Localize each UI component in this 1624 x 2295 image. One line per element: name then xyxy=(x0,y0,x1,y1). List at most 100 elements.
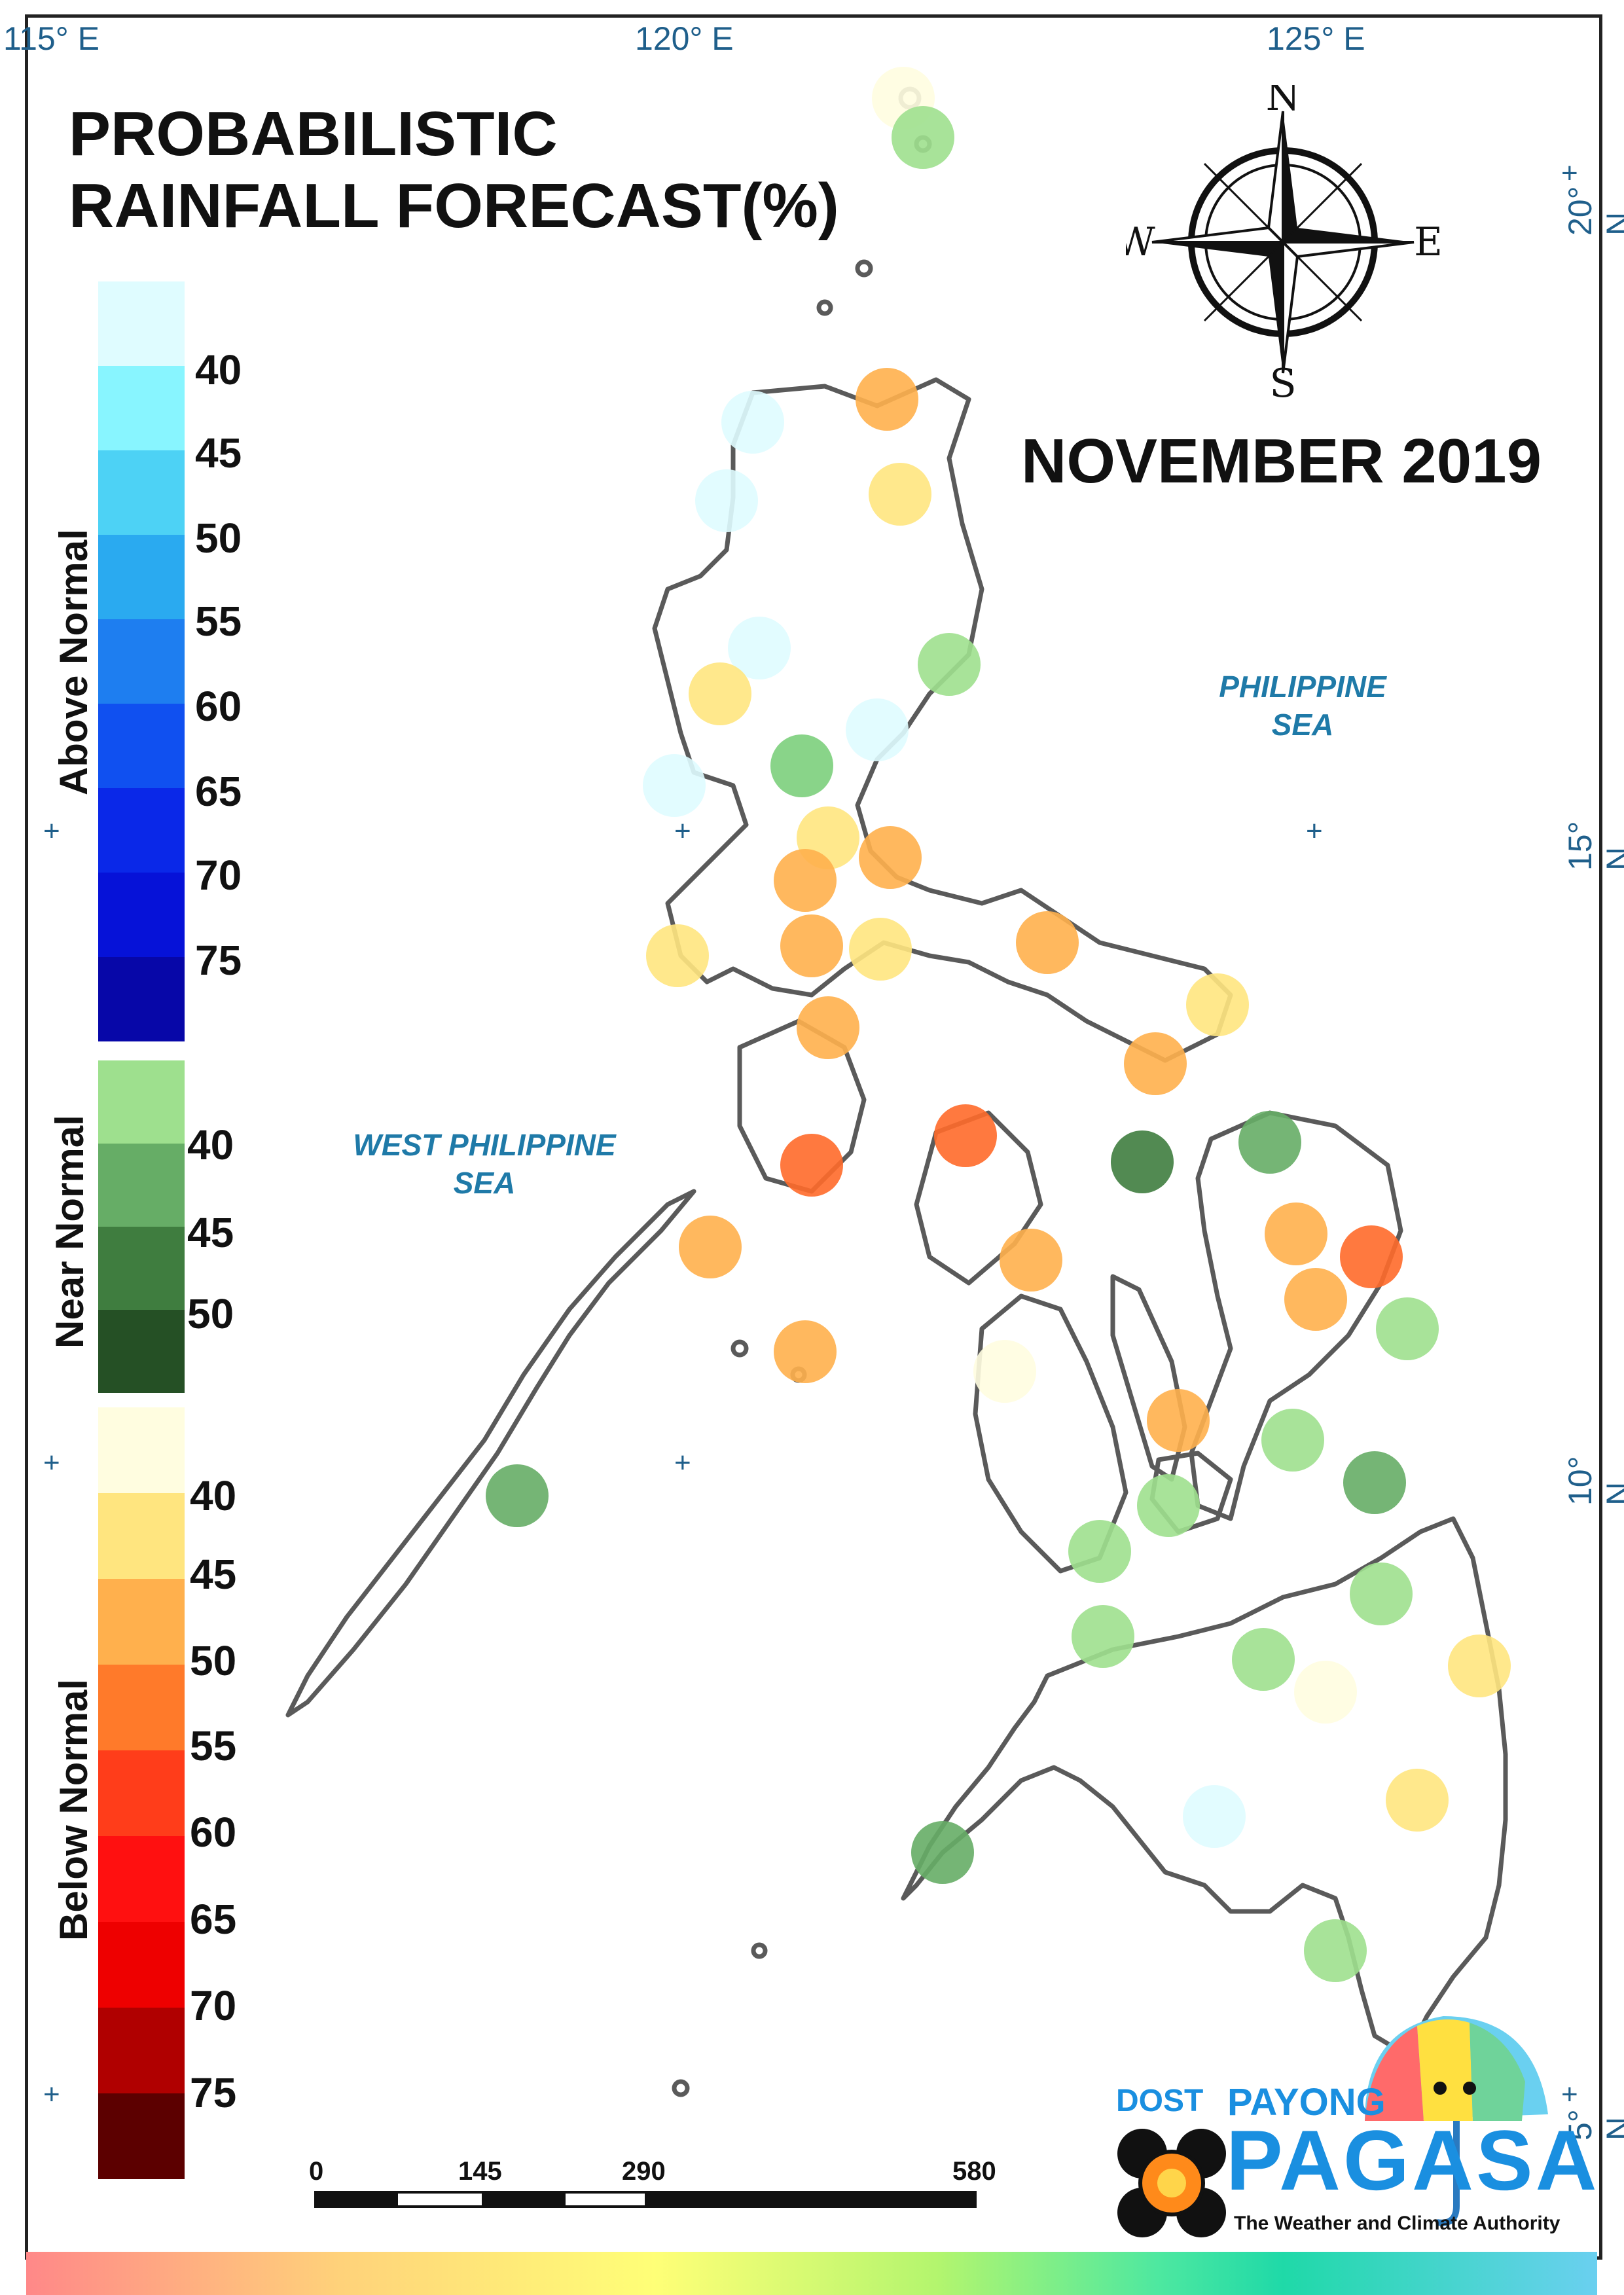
forecast-station-marker[interactable] xyxy=(1072,1605,1134,1668)
forecast-station-marker[interactable] xyxy=(679,1216,742,1278)
forecast-station-marker[interactable] xyxy=(918,633,981,696)
scale-bar xyxy=(314,2191,977,2208)
dost-label: DOST xyxy=(1116,2084,1204,2118)
legend-tick-above: 65 xyxy=(195,768,242,815)
legend-color-swatch xyxy=(98,535,185,619)
forecast-station-marker[interactable] xyxy=(695,469,758,532)
grid-cross: + xyxy=(1561,2078,1578,2110)
scale-label: 580 xyxy=(952,2157,996,2186)
forecast-station-marker[interactable] xyxy=(1147,1389,1210,1452)
forecast-station-marker[interactable] xyxy=(643,754,706,817)
forecast-station-marker[interactable] xyxy=(770,734,833,797)
legend-tick-below: 75 xyxy=(190,2069,237,2116)
compass-w: W xyxy=(1126,219,1155,265)
forecast-station-marker[interactable] xyxy=(1350,1563,1413,1625)
label-west-philippine-sea: WEST PHILIPPINE SEA xyxy=(314,1126,655,1202)
forecast-station-marker[interactable] xyxy=(1343,1451,1406,1514)
grid-cross: + xyxy=(674,815,691,847)
legend-tick-below: 60 xyxy=(190,1809,237,1856)
legend-tick-near: 40 xyxy=(187,1121,234,1168)
forecast-station-marker[interactable] xyxy=(1016,911,1079,974)
sea-label-line: SEA xyxy=(1271,708,1334,742)
legend-tick-above: 70 xyxy=(195,852,242,899)
legend-tick-below: 70 xyxy=(190,1982,237,2029)
forecast-station-marker[interactable] xyxy=(721,391,784,454)
legend-tick-below: 40 xyxy=(190,1472,237,1519)
legend-color-swatch xyxy=(98,1922,185,2008)
longitude-label-115: 115° E xyxy=(3,20,99,57)
sea-label-line: WEST PHILIPPINE xyxy=(353,1128,616,1162)
forecast-station-marker[interactable] xyxy=(1376,1297,1439,1360)
legend-color-swatch xyxy=(98,1407,185,1493)
forecast-station-marker[interactable] xyxy=(849,918,912,981)
legend-title-near-normal: Near Normal xyxy=(48,1115,92,1348)
legend-color-swatch xyxy=(98,619,185,704)
legend-color-swatch xyxy=(98,957,185,1041)
sea-label-line: SEA xyxy=(453,1166,516,1200)
forecast-station-marker[interactable] xyxy=(797,996,859,1059)
legend-color-swatch xyxy=(98,281,185,366)
grid-cross: + xyxy=(43,815,60,847)
forecast-station-marker[interactable] xyxy=(774,1320,837,1383)
forecast-station-marker[interactable] xyxy=(911,1821,974,1884)
forecast-station-marker[interactable] xyxy=(780,914,843,977)
forecast-station-marker[interactable] xyxy=(1111,1130,1174,1193)
legend-color-swatch xyxy=(98,2008,185,2093)
forecast-station-marker[interactable] xyxy=(1183,1785,1246,1848)
legend-tick-above: 75 xyxy=(195,937,242,984)
title-line-2: RAINFALL FORECAST(%) xyxy=(69,171,839,241)
compass-s: S xyxy=(1269,361,1296,399)
forecast-station-marker[interactable] xyxy=(869,463,931,526)
forecast-station-marker[interactable] xyxy=(973,1340,1036,1403)
longitude-label-120: 120° E xyxy=(635,20,734,57)
forecast-station-marker[interactable] xyxy=(1068,1520,1131,1583)
forecast-station-marker[interactable] xyxy=(1284,1268,1347,1331)
legend-tick-above: 50 xyxy=(195,515,242,562)
legend-color-swatch xyxy=(98,1579,185,1665)
forecast-station-marker[interactable] xyxy=(934,1104,997,1167)
forecast-station-marker[interactable] xyxy=(1186,973,1249,1036)
legend-tick-above: 60 xyxy=(195,683,242,730)
scale-label: 0 xyxy=(309,2157,324,2186)
forecast-station-marker[interactable] xyxy=(1232,1628,1295,1691)
forecast-station-marker[interactable] xyxy=(1124,1032,1187,1095)
forecast-station-marker[interactable] xyxy=(859,826,922,889)
forecast-station-marker[interactable] xyxy=(1261,1409,1324,1472)
forecast-station-marker[interactable] xyxy=(892,106,954,169)
forecast-station-marker[interactable] xyxy=(774,849,837,912)
legend-title-above-normal: Above Normal xyxy=(52,529,96,795)
forecast-station-marker[interactable] xyxy=(1448,1635,1511,1697)
legend-tick-above: 55 xyxy=(195,598,242,645)
forecast-station-marker[interactable] xyxy=(646,924,709,987)
forecast-station-marker[interactable] xyxy=(486,1464,549,1527)
pagasa-logo: DOST PAYONG PAGASA The Weather and Clima… xyxy=(1116,1990,1597,2252)
legend-tick-near: 45 xyxy=(187,1209,234,1256)
forecast-station-marker[interactable] xyxy=(1238,1111,1301,1174)
forecast-station-marker[interactable] xyxy=(1386,1769,1449,1832)
longitude-label-125: 125° E xyxy=(1267,20,1365,57)
legend-color-swatch xyxy=(98,366,185,450)
forecast-station-marker[interactable] xyxy=(1304,1919,1367,1982)
legend-tick-above: 45 xyxy=(195,429,242,477)
legend-color-swatch xyxy=(98,704,185,788)
forecast-station-marker[interactable] xyxy=(846,698,909,761)
forecast-station-marker[interactable] xyxy=(1265,1202,1327,1265)
bottom-color-banner xyxy=(26,2252,1597,2295)
forecast-station-marker[interactable] xyxy=(780,1134,843,1197)
legend-color-swatch xyxy=(98,1144,185,1227)
legend-color-swatch xyxy=(98,450,185,535)
compass-rose-icon: N S W E xyxy=(1126,85,1440,399)
forecast-station-marker[interactable] xyxy=(1340,1225,1403,1288)
forecast-station-marker[interactable] xyxy=(689,662,751,725)
grid-cross: + xyxy=(1561,157,1578,189)
legend-tick-below: 65 xyxy=(190,1896,237,1943)
forecast-station-marker[interactable] xyxy=(856,368,918,431)
legend-color-swatch xyxy=(98,1750,185,1836)
forecast-station-marker[interactable] xyxy=(1137,1474,1200,1537)
forecast-station-marker[interactable] xyxy=(1000,1229,1062,1292)
forecast-station-marker[interactable] xyxy=(1294,1661,1357,1724)
legend-color-swatch xyxy=(98,1227,185,1310)
scale-label: 290 xyxy=(622,2157,666,2186)
forecast-station-marker[interactable] xyxy=(728,617,791,679)
